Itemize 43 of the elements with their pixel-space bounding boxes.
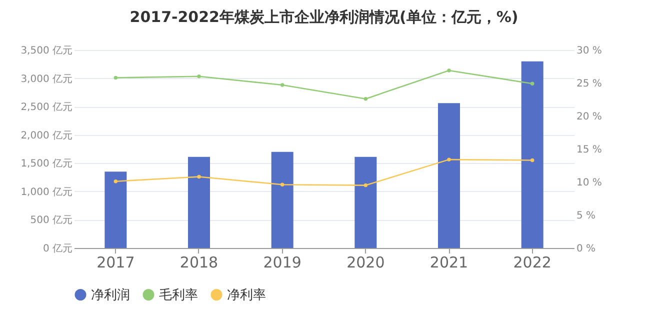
y-tick-label: 500 亿元 (30, 215, 72, 226)
y2-tick-label: 10 % (576, 178, 602, 188)
y2-tick-label: 5 % (576, 210, 596, 222)
y-tick-label: 2,500 亿元 (20, 102, 72, 114)
point (447, 68, 451, 72)
y-tick-label: 3,000 亿元 (20, 74, 72, 85)
x-tick-label: 2022 (513, 254, 552, 272)
x-tick-label: 2021 (430, 254, 468, 272)
bar (188, 156, 210, 248)
point (197, 174, 201, 179)
y2-tick-label: 15 % (576, 144, 602, 156)
y-tick-label: 2,000 亿元 (20, 130, 72, 142)
y-tick-label: 0 亿元 (42, 244, 72, 254)
point (114, 76, 118, 80)
y-tick-label: 1,000 亿元 (20, 186, 72, 198)
bar (438, 103, 460, 248)
bar (521, 61, 544, 248)
point (447, 158, 451, 162)
y-tick-label: 3,500 亿元 (20, 46, 72, 56)
bar (354, 156, 377, 248)
point (280, 182, 284, 187)
y2-tick-label: 25 % (576, 78, 602, 90)
y2-tick-label: 0 % (576, 244, 596, 254)
legend-label: 毛利率 (159, 286, 198, 303)
point (530, 158, 534, 162)
bar (104, 172, 127, 248)
chart-title: 2017-2022年煤炭上市企业净利润情况(单位：亿元，%) (130, 8, 518, 26)
point (280, 83, 284, 87)
legend-label: 净利率 (227, 286, 266, 303)
point (364, 96, 368, 101)
x-tick-label: 2019 (263, 254, 302, 272)
bar (271, 152, 294, 248)
point (114, 179, 118, 184)
legend-label: 净利润 (91, 288, 130, 303)
y2-tick-label: 20 % (576, 112, 602, 122)
y2-tick-label: 30 % (576, 46, 602, 56)
y-tick-label: 1,500 亿元 (20, 158, 72, 170)
point (364, 183, 368, 188)
x-tick-label: 2020 (346, 254, 385, 272)
x-tick-label: 2018 (180, 254, 218, 272)
point (197, 74, 201, 78)
x-tick-label: 2017 (96, 254, 135, 272)
point (530, 82, 534, 86)
